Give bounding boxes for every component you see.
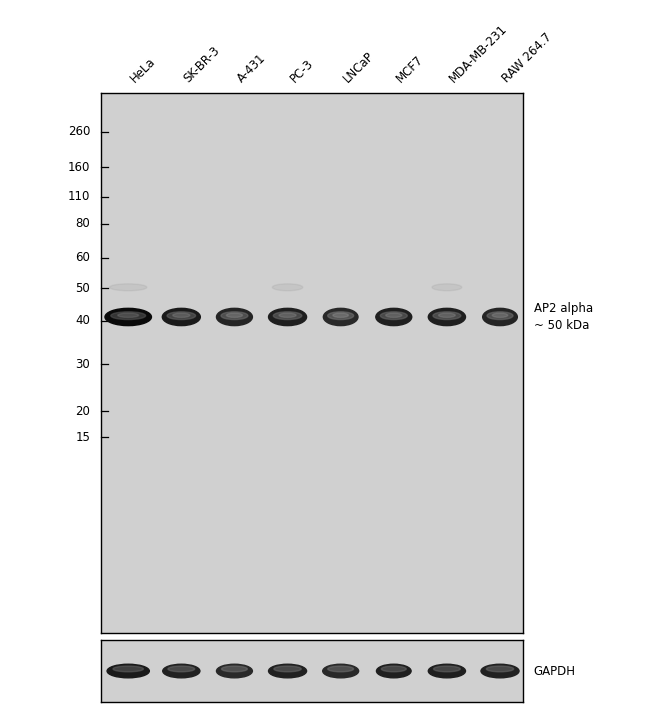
Text: 110: 110 (68, 190, 90, 203)
Ellipse shape (274, 666, 301, 672)
Ellipse shape (279, 313, 296, 317)
Ellipse shape (222, 666, 248, 672)
Ellipse shape (107, 664, 150, 678)
Ellipse shape (221, 312, 248, 320)
Ellipse shape (483, 308, 517, 325)
Ellipse shape (162, 664, 200, 678)
Ellipse shape (428, 308, 465, 325)
Text: 60: 60 (75, 251, 90, 264)
Ellipse shape (216, 308, 252, 325)
Text: 30: 30 (75, 358, 90, 371)
Text: GAPDH: GAPDH (534, 664, 576, 678)
Ellipse shape (118, 313, 138, 317)
Ellipse shape (168, 666, 195, 672)
Ellipse shape (382, 666, 406, 672)
Text: RAW 264.7: RAW 264.7 (500, 30, 554, 85)
Text: AP2 alpha
~ 50 kDa: AP2 alpha ~ 50 kDa (534, 302, 593, 332)
Ellipse shape (322, 664, 359, 678)
Ellipse shape (328, 312, 354, 320)
Ellipse shape (432, 284, 461, 291)
Text: PC-3: PC-3 (287, 56, 316, 85)
Ellipse shape (226, 313, 242, 317)
Ellipse shape (486, 666, 514, 672)
Ellipse shape (173, 313, 190, 317)
Ellipse shape (162, 308, 200, 325)
Ellipse shape (380, 312, 408, 320)
Ellipse shape (333, 313, 348, 317)
Ellipse shape (105, 308, 151, 325)
Ellipse shape (481, 664, 519, 678)
Text: 50: 50 (75, 282, 90, 295)
Text: 260: 260 (68, 125, 90, 138)
Text: 40: 40 (75, 315, 90, 327)
Ellipse shape (328, 666, 354, 672)
Text: 15: 15 (75, 431, 90, 444)
Ellipse shape (110, 284, 147, 291)
Text: MDA-MB-231: MDA-MB-231 (447, 22, 510, 85)
Ellipse shape (376, 664, 411, 678)
Text: SK-BR-3: SK-BR-3 (181, 44, 222, 85)
Text: A-431: A-431 (235, 51, 268, 85)
Ellipse shape (439, 313, 455, 317)
Ellipse shape (216, 664, 252, 678)
Text: LNCaP: LNCaP (341, 49, 376, 85)
Ellipse shape (323, 308, 358, 325)
Ellipse shape (273, 312, 302, 320)
Text: MCF7: MCF7 (394, 53, 426, 85)
Ellipse shape (434, 666, 460, 672)
Text: 160: 160 (68, 161, 90, 174)
Ellipse shape (385, 313, 402, 317)
Ellipse shape (113, 666, 144, 672)
Ellipse shape (428, 664, 465, 678)
Ellipse shape (111, 312, 146, 320)
Ellipse shape (376, 308, 411, 325)
Ellipse shape (268, 308, 307, 325)
Ellipse shape (167, 312, 196, 320)
Ellipse shape (272, 284, 303, 291)
Text: 80: 80 (75, 217, 90, 230)
Text: 20: 20 (75, 405, 90, 418)
Ellipse shape (492, 313, 508, 317)
Ellipse shape (433, 312, 461, 320)
Ellipse shape (268, 664, 307, 678)
Ellipse shape (487, 312, 513, 320)
Text: HeLa: HeLa (128, 54, 159, 85)
